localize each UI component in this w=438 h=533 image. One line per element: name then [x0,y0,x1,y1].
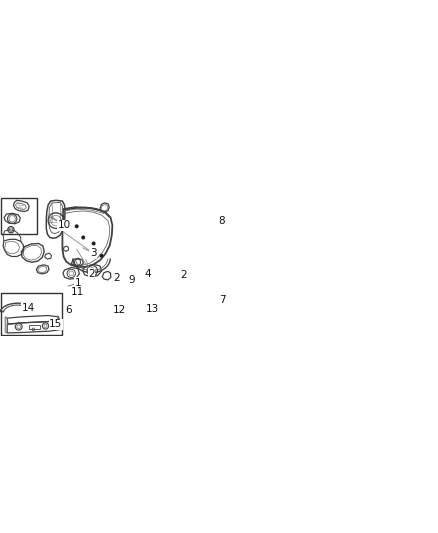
Circle shape [92,242,95,245]
Text: 1: 1 [75,278,81,288]
Text: 8: 8 [218,216,225,226]
Text: 2: 2 [88,269,95,279]
Bar [1,294,62,335]
Text: 13: 13 [145,304,159,314]
Text: 14: 14 [22,303,35,313]
Circle shape [75,225,78,228]
Text: 15: 15 [49,319,63,329]
Text: 6: 6 [65,304,71,314]
Bar [28,325,39,329]
Text: 9: 9 [128,276,134,285]
Circle shape [100,254,103,257]
Circle shape [82,236,85,239]
Text: 4: 4 [145,269,151,279]
Text: 2: 2 [114,273,120,283]
Text: 2: 2 [180,270,187,280]
Bar [1,198,37,233]
Text: 10: 10 [58,220,71,230]
Text: 7: 7 [219,295,226,305]
Text: 12: 12 [113,305,126,316]
Text: 3: 3 [90,248,96,258]
Text: 11: 11 [71,287,84,297]
